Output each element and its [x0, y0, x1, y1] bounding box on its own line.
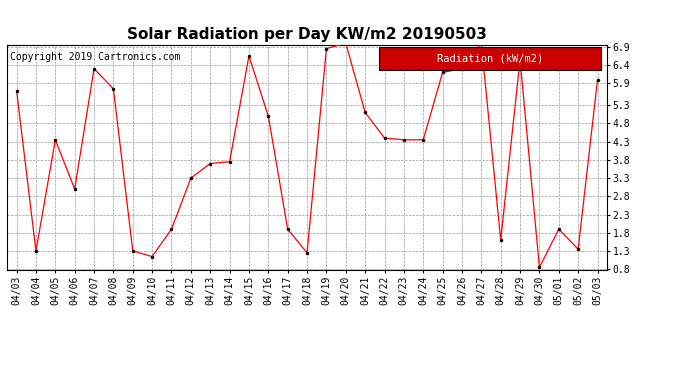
- Title: Solar Radiation per Day KW/m2 20190503: Solar Radiation per Day KW/m2 20190503: [127, 27, 487, 42]
- FancyBboxPatch shape: [379, 47, 601, 70]
- Text: Radiation (kW/m2): Radiation (kW/m2): [437, 54, 543, 63]
- Text: Copyright 2019 Cartronics.com: Copyright 2019 Cartronics.com: [10, 52, 180, 62]
